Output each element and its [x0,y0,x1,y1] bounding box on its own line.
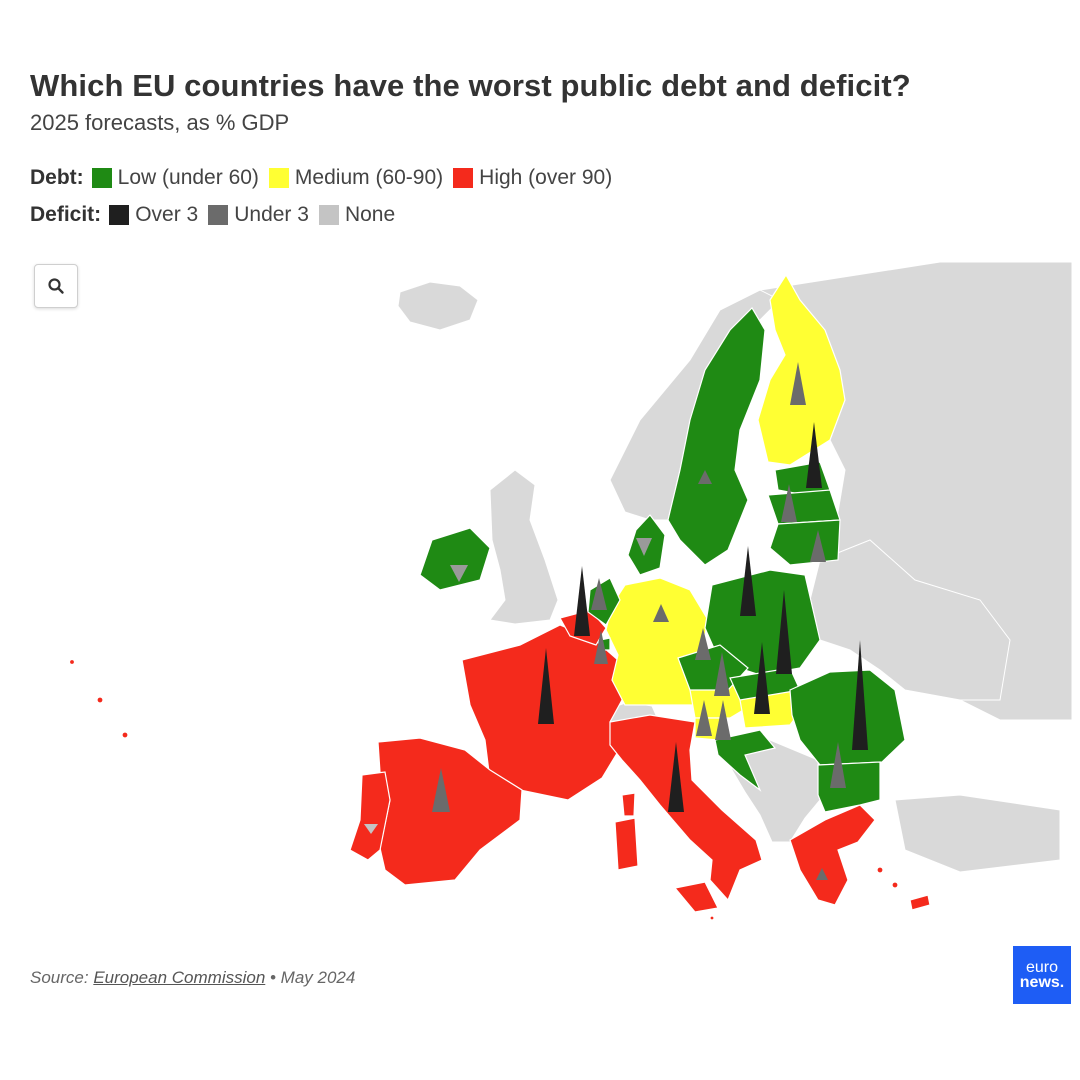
map-cyprus [909,894,931,911]
map-corsica [621,792,636,817]
deficit-marker-france [538,648,554,724]
legend-item-debt-high[interactable]: High (over 90) [453,166,612,190]
map-iceland [397,281,479,331]
legend-label-debt-low: Low (under 60) [117,166,259,189]
deficit-marker-belgium [574,566,590,636]
deficit-marker-austria [714,652,730,696]
deficit-marker-latvia [781,484,797,522]
map-italy [609,714,763,902]
legend-swatch-debt-high [453,168,474,188]
deficit-marker-luxembourg [594,630,608,664]
map-finland [757,273,846,466]
legend-swatch-debt-low [91,168,112,188]
map-turkey [894,794,1061,873]
deficit-marker-czechia [695,628,711,660]
map-uk [489,469,559,625]
legend-swatch-deficit-under3 [208,205,229,225]
map-lithuania [769,519,841,566]
legend-swatch-debt-medium [268,168,289,188]
deficit-marker-spain [432,768,450,812]
deficit-marker-finland [790,362,806,405]
deficit-marker-ireland [450,565,468,582]
map-greek-island-2 [891,881,899,889]
map-madeira [68,658,76,666]
deficit-marker-hungary [754,642,770,714]
deficit-marker-estonia [806,422,822,488]
map-croatia [714,729,777,792]
logo-line1: euro [1025,959,1059,976]
deficit-marker-lithuania [810,530,826,562]
deficit-marker-croatia [715,700,731,740]
map-sweden [667,307,766,566]
map-greek-island-1 [876,866,884,874]
zoom-button[interactable] [34,264,78,308]
map-malta [709,915,715,921]
map-poland [704,569,821,676]
legend-label-deficit-under3: Under 3 [234,203,309,226]
deficit-marker-italy [668,742,684,812]
deficit-marker-romania [852,640,868,750]
deficit-marker-greece [816,868,828,880]
chart-subtitle: 2025 forecasts, as % GDP [30,110,290,135]
map-sardinia [614,817,639,871]
source-prefix: Source: [30,968,94,987]
legend-item-deficit-over3[interactable]: Over 3 [109,203,198,227]
source-note: Source: European Commission • May 2024 [30,968,355,988]
deficit-markers [364,362,868,880]
legend-item-debt-medium[interactable]: Medium (60-90) [268,166,444,190]
map-portugal [349,771,391,861]
source-date: • May 2024 [265,968,356,987]
map-romania [789,669,906,766]
legend-item-debt-low[interactable]: Low (under 60) [91,166,259,190]
legend-debt-label: Debt: [30,166,84,189]
europe-map [68,261,1073,921]
deficit-marker-poland [740,546,756,616]
deficit-marker-portugal [364,824,378,834]
legend-label-debt-high: High (over 90) [479,166,613,189]
map-bulgaria [817,761,881,813]
legend-deficit: Deficit: Over 3 Under 3 None [30,203,405,227]
deficit-marker-denmark [636,538,652,556]
legend-item-deficit-under3[interactable]: Under 3 [208,203,309,227]
legend-label-deficit-over3: Over 3 [135,203,199,226]
deficit-marker-sweden [698,470,712,484]
legend-label-debt-medium: Medium (60-90) [294,166,444,189]
deficit-marker-bulgaria [830,742,846,788]
map-canary-islands [96,696,104,704]
search-icon [48,278,64,294]
legend-item-deficit-none[interactable]: None [318,203,396,227]
map-sicily [673,881,719,913]
euronews-logo[interactable]: euro news. [1013,946,1071,1004]
chart-title: Which EU countries have the worst public… [30,68,911,103]
deficit-marker-slovakia [776,590,792,674]
legend-deficit-label: Deficit: [30,203,102,226]
deficit-marker-germany [653,604,669,622]
logo-line2: news. [1019,974,1065,991]
source-link[interactable]: European Commission [93,968,266,987]
legend-debt: Debt: Low (under 60) Medium (60-90) High… [30,166,622,190]
map-estonia [774,461,831,496]
legend-swatch-deficit-none [318,205,339,225]
deficit-marker-slovenia [696,700,712,736]
map-ireland [419,527,491,591]
map-greece [789,804,876,906]
deficit-marker-netherlands [591,578,607,610]
map-azores [121,731,129,739]
legend-label-deficit-none: None [344,203,396,226]
legend-swatch-deficit-over3 [109,205,130,225]
map-latvia [767,489,841,525]
